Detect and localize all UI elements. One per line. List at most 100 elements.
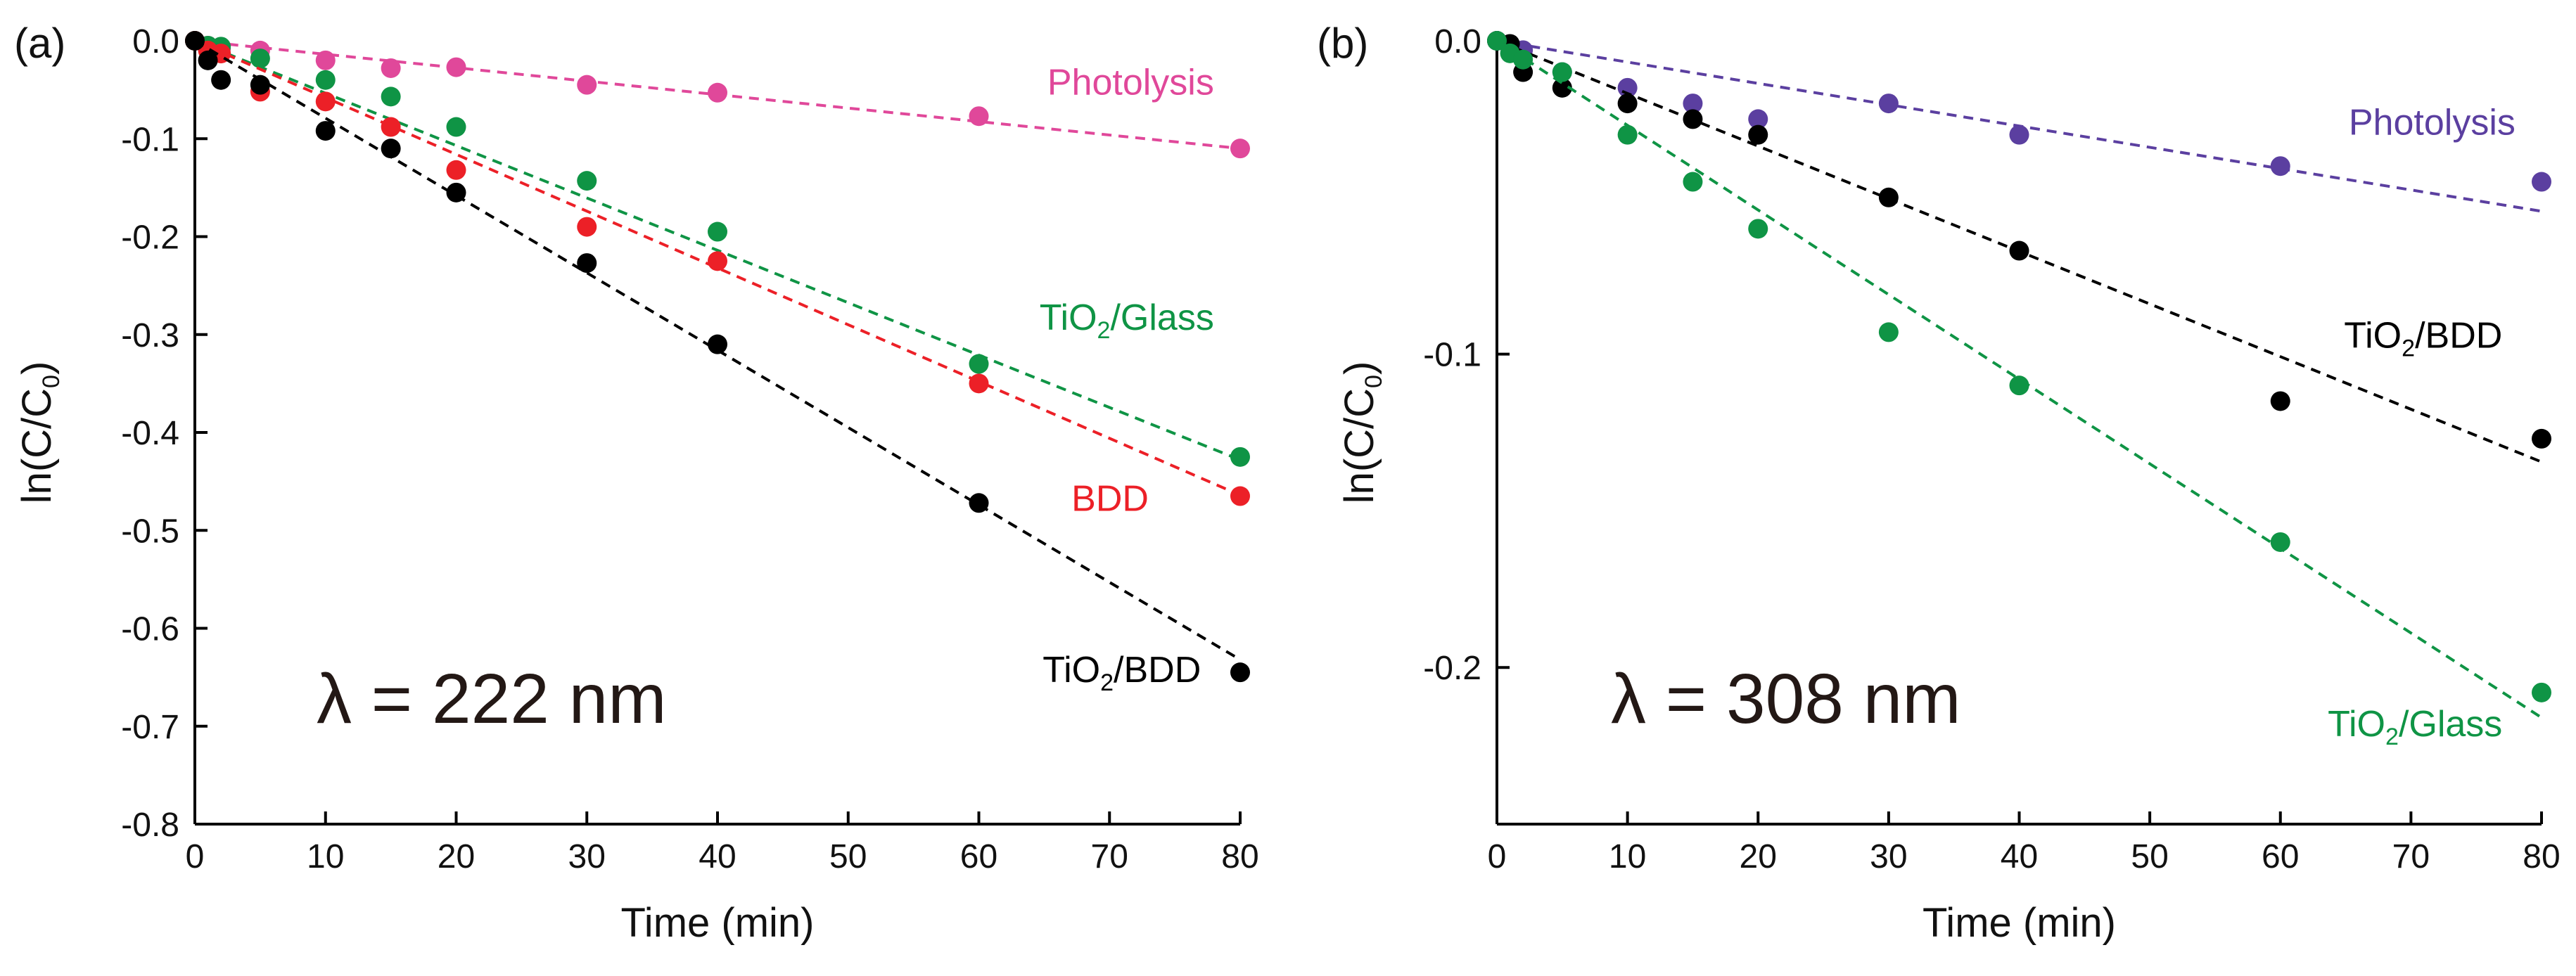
y-tick-label: -0.8 [121, 807, 179, 844]
x-tick-label: 80 [2523, 838, 2560, 875]
series-label-bdd: BDD [1071, 478, 1149, 519]
y-tick-label: 0.0 [132, 23, 179, 60]
data-point-photolysis [1683, 94, 1703, 114]
y-tick-label: -0.4 [121, 415, 179, 452]
x-tick-label: 20 [1740, 838, 1777, 875]
data-point-tio2-glass [1878, 322, 1899, 342]
panel-b-chart: 0 10 20 30 40 50 60 70 80 0.0 -0.1 -0.2 Time (min) ln… [1317, 20, 2561, 946]
y-axis-title: ln(C/C0) [14, 361, 65, 504]
data-point-tio2-glass [1748, 219, 1768, 239]
series-label-tio2-glass: TiO2/Glass [2328, 704, 2502, 750]
y-tick-label: -0.2 [121, 219, 179, 257]
series-label-sub: 2 [1097, 317, 1111, 344]
data-point-tio2-bdd [1230, 662, 1250, 683]
y-tick-label: -0.2 [1423, 650, 1481, 687]
data-point-photolysis [2270, 156, 2290, 176]
data-point-tio2-glass [315, 70, 336, 90]
x-tick-label: 50 [829, 838, 867, 875]
fit-line-tio2-glass [194, 39, 1241, 461]
series-label-tail: /Glass [2399, 704, 2502, 745]
x-tick-label: 60 [960, 838, 997, 875]
data-point-tio2-glass [1513, 49, 1534, 70]
data-point-tio2-glass [2009, 375, 2029, 396]
y-axis-title-sub: 0 [1360, 375, 1387, 388]
data-point-photolysis [577, 75, 597, 95]
data-point-tio2-glass [577, 171, 597, 191]
data-point-photolysis [969, 106, 989, 127]
data-point-tio2-glass [1230, 447, 1250, 467]
data-point-tio2-glass [250, 49, 270, 69]
data-point-photolysis [446, 57, 466, 77]
data-point-tio2-glass [1683, 172, 1703, 192]
wavelength-annotation: λ = 222 nm [317, 660, 667, 738]
x-tick-label: 40 [2001, 838, 2038, 875]
x-tick-label: 10 [1609, 838, 1646, 875]
y-tick-label: 0.0 [1434, 23, 1481, 60]
data-point-tio2-bdd [211, 70, 231, 90]
fit-line-bdd [194, 39, 1241, 496]
series-label-sub: 2 [2402, 335, 2415, 362]
y-axis-title: ln(C/C0) [1337, 361, 1387, 504]
x-tick-label: 70 [2392, 838, 2430, 875]
data-point-tio2-bdd [2009, 240, 2029, 261]
data-point-tio2-glass [381, 86, 401, 107]
data-point-tio2-bdd [198, 50, 218, 70]
data-point-tio2-glass [969, 354, 989, 374]
x-tick-label: 10 [307, 838, 344, 875]
data-point-tio2-bdd [446, 182, 466, 203]
series-label-tio2-bdd: TiO2/BDD [1042, 650, 1201, 696]
data-point-tio2-glass [708, 221, 727, 242]
data-point-tio2-bdd [1748, 124, 1768, 145]
y-tick-label: -0.1 [1423, 337, 1481, 374]
x-tick-label: 30 [1870, 838, 1907, 875]
y-tick-label: -0.7 [121, 709, 179, 746]
y-axis-title-tail: ) [1337, 361, 1382, 375]
y-axis-title-main: ln(C/C [14, 388, 60, 503]
panel-label-b: (b) [1317, 20, 1368, 67]
data-point-photolysis [381, 58, 401, 78]
data-point-tio2-bdd [250, 75, 270, 95]
y-axis-title-sub: 0 [38, 375, 65, 388]
data-point-tio2-bdd [577, 253, 597, 274]
data-point-tio2-bdd [1552, 77, 1572, 98]
series-label-main: Photolysis [1047, 63, 1214, 103]
x-axis-title: Time (min) [621, 900, 815, 946]
data-point-tio2-glass [446, 117, 466, 137]
fit-line-tio2-glass [1496, 39, 2543, 719]
x-tick-label: 40 [699, 838, 736, 875]
x-tick-label: 0 [186, 838, 205, 875]
data-point-photolysis [315, 50, 336, 70]
series-label-main: Photolysis [2349, 103, 2516, 143]
data-point-bdd [969, 373, 989, 394]
series-label-sub: 2 [1100, 669, 1114, 696]
x-tick-label: 60 [2262, 838, 2299, 875]
series-label-photolysis: Photolysis [2349, 103, 2516, 143]
y-axis-title-main: ln(C/C [1337, 388, 1382, 503]
series-label-main: TiO [2328, 704, 2385, 745]
series-label-tail: /BDD [2415, 316, 2502, 357]
y-tick-label: -0.3 [121, 317, 179, 354]
data-point-photolysis [1230, 139, 1250, 159]
data-point-photolysis [1878, 94, 1899, 114]
series-label-tio2-bdd: TiO2/BDD [2344, 316, 2502, 362]
x-tick-label: 50 [2131, 838, 2168, 875]
series-label-photolysis: Photolysis [1047, 63, 1214, 103]
data-point-bdd [1230, 486, 1250, 506]
data-point-tio2-glass [2532, 682, 2551, 702]
data-point-bdd [315, 91, 336, 112]
data-point-tio2-bdd [969, 493, 989, 513]
x-axis-title: Time (min) [1923, 900, 2116, 946]
data-point-tio2-glass [1552, 62, 1572, 82]
panel-a-chart: 0 10 20 30 40 50 60 70 800.0-0.1-0.2-0.3-0.4-0.5… [14, 20, 1259, 946]
data-point-tio2-glass [2270, 532, 2290, 552]
data-point-tio2-bdd [1878, 187, 1899, 207]
series-label-tail: /BDD [1114, 650, 1201, 691]
data-point-bdd [577, 217, 597, 237]
data-point-bdd [381, 117, 401, 137]
data-point-photolysis [1748, 109, 1768, 129]
series-label-tio2-glass: TiO2/Glass [1040, 297, 1214, 344]
data-point-tio2-bdd [315, 121, 336, 141]
series-label-main: TiO [1042, 650, 1100, 691]
x-tick-label: 70 [1091, 838, 1128, 875]
